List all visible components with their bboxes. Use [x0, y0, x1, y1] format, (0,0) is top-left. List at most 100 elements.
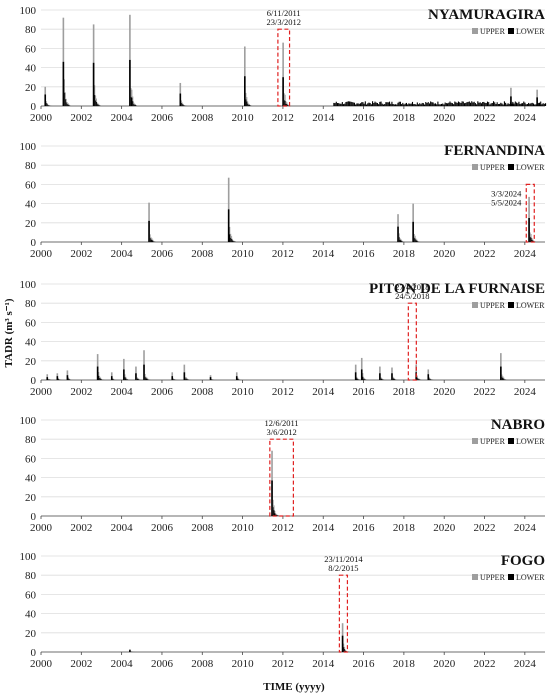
lower-bar	[97, 104, 99, 106]
window-end-label: 23/3/2012	[266, 17, 300, 27]
lower-bar	[415, 240, 417, 242]
x-tick-label: 2020	[433, 112, 456, 124]
lower-bar	[125, 378, 127, 380]
lower-bar	[47, 379, 49, 380]
lower-bar	[449, 101, 451, 106]
lower-bar	[431, 102, 433, 106]
y-tick-label: 60	[25, 43, 37, 55]
lower-bar	[390, 103, 392, 106]
x-tick-label: 2008	[191, 248, 214, 260]
lower-bar	[44, 94, 47, 106]
y-tick-label: 80	[25, 434, 37, 446]
legend-swatch-upper	[472, 574, 478, 580]
panel-2: 0 20 40 60 80 100 2000 2002 2004 2006 2008 2010 2012…	[20, 141, 546, 260]
lower-bar	[364, 379, 366, 380]
x-tick-label: 2010	[232, 248, 255, 260]
x-axis-label: TIME (yyyy)	[263, 681, 325, 693]
lower-bar	[416, 240, 418, 242]
lower-bar	[461, 101, 463, 106]
lower-bar	[382, 104, 385, 106]
lower-bar	[374, 101, 376, 106]
event-window	[525, 183, 535, 243]
lower-bar	[510, 96, 512, 106]
lower-bar	[92, 62, 95, 106]
lower-bar	[523, 101, 525, 106]
x-tick-label: 2014	[312, 658, 335, 670]
lower-bar	[277, 515, 279, 516]
lower-bar	[480, 103, 482, 106]
legend-label-lower: LOWER	[516, 301, 545, 310]
lower-bar	[336, 103, 339, 106]
y-tick-label: 60	[25, 453, 37, 465]
lower-bar	[341, 635, 344, 652]
lower-bar	[338, 103, 340, 106]
lower-bar	[361, 102, 363, 106]
lower-bar	[477, 101, 479, 106]
legend-swatch-lower	[508, 164, 514, 170]
lower-bar	[440, 103, 443, 106]
lower-bar	[238, 379, 240, 380]
lower-bar	[246, 101, 248, 106]
y-tick-label: 60	[25, 317, 37, 329]
lower-bar	[364, 101, 366, 106]
lower-bar	[287, 105, 289, 106]
lower-bar	[401, 241, 403, 242]
lower-bar	[360, 369, 363, 380]
lower-bar	[511, 103, 513, 106]
y-tick-label: 80	[25, 570, 37, 582]
x-tick-label: 2012	[272, 522, 294, 534]
lower-bar	[538, 102, 541, 106]
lower-bar	[148, 220, 150, 242]
lower-bar	[520, 103, 522, 106]
lower-bar	[489, 104, 491, 106]
lower-bar	[471, 101, 473, 106]
x-tick-label: 2008	[191, 112, 214, 124]
lower-bar	[526, 104, 528, 106]
lower-bar	[404, 103, 406, 106]
lower-bar	[181, 102, 182, 106]
x-tick-label: 2008	[191, 386, 214, 398]
lower-bar	[541, 104, 543, 106]
lower-bar	[99, 378, 101, 380]
x-tick-label: 2000	[30, 112, 53, 124]
y-tick-label: 100	[20, 141, 37, 153]
lower-bar	[415, 104, 417, 106]
upper-bar	[49, 379, 51, 380]
upper-bar	[365, 379, 367, 380]
lower-bar	[152, 240, 154, 242]
y-tick-label: 40	[25, 609, 37, 621]
lower-bar	[344, 103, 346, 106]
lower-bar	[403, 104, 405, 106]
lower-bar	[387, 102, 389, 106]
lower-bar	[357, 103, 359, 106]
x-tick-label: 2008	[191, 522, 214, 534]
lower-bar	[462, 101, 464, 106]
lower-bar	[341, 102, 343, 106]
lower-bar	[272, 507, 274, 516]
legend-swatch-lower	[508, 302, 514, 308]
x-tick-label: 2014	[312, 112, 335, 124]
lower-bar	[399, 239, 401, 242]
upper-bar	[124, 374, 126, 380]
y-tick-label: 0	[31, 647, 37, 659]
lower-bar	[472, 102, 474, 106]
lower-bar	[355, 104, 357, 106]
lower-bar	[230, 237, 232, 242]
lower-bar	[363, 103, 365, 106]
lower-bar	[463, 103, 466, 106]
panel-title: FOGO	[501, 553, 545, 569]
lower-bar	[376, 102, 378, 106]
upper-bar	[284, 94, 286, 106]
lower-bar	[185, 378, 187, 380]
lower-bar	[484, 102, 486, 106]
x-tick-label: 2002	[70, 386, 92, 398]
upper-bar	[285, 101, 287, 106]
lower-bar	[531, 239, 533, 242]
lower-bar	[392, 103, 394, 106]
upper-bar	[360, 357, 363, 380]
y-tick-label: 20	[25, 218, 37, 230]
lower-bar	[276, 515, 278, 516]
upper-bar	[286, 102, 288, 106]
lower-bar	[428, 103, 430, 106]
lower-bar	[532, 103, 535, 106]
